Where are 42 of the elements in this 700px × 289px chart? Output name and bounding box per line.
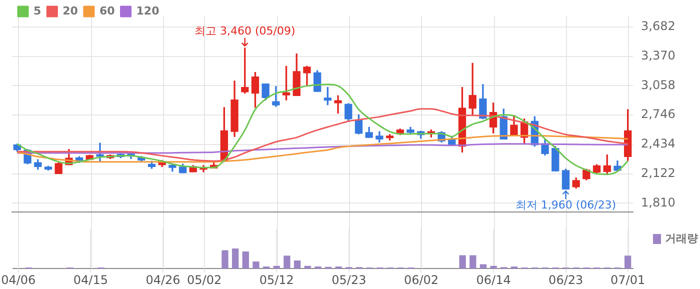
- legend-label: 거래량: [665, 232, 698, 245]
- legend-label: 60: [99, 4, 116, 18]
- bar: [242, 251, 249, 269]
- bar: [222, 250, 228, 269]
- bar: [304, 266, 311, 269]
- bar: [314, 266, 322, 269]
- legend-label: 5: [34, 4, 42, 18]
- x-tick-label: 05/02: [187, 272, 222, 287]
- y-tick-label: 1,810: [641, 195, 676, 210]
- bar: [459, 255, 466, 269]
- legend-label: 20: [62, 4, 78, 18]
- x-tick-label: 04/26: [146, 272, 180, 287]
- y-tick-label: 3,370: [641, 48, 676, 62]
- bar: [284, 256, 290, 269]
- y-tick-label: 3,682: [641, 19, 676, 34]
- bar: [624, 256, 632, 269]
- bar: [262, 266, 270, 269]
- x-tick-label: 06/14: [476, 272, 511, 287]
- bar: [490, 266, 497, 269]
- x-tick-label: 07/01: [610, 272, 646, 287]
- x-tick-label: 06/23: [548, 272, 584, 287]
- x-tick-label: 04/15: [73, 272, 108, 287]
- y-tick-label: 2,434: [641, 136, 676, 151]
- bar: [470, 255, 476, 269]
- bar: [510, 266, 518, 269]
- y-tick-label: 3,058: [641, 78, 676, 92]
- bar: [294, 260, 301, 269]
- bar: [335, 266, 342, 269]
- bar: [273, 266, 280, 269]
- candlestick: [334, 95, 342, 114]
- x-tick-label: 06/02: [404, 272, 439, 287]
- x-tick-label: 05/12: [259, 272, 294, 287]
- annotation: 최고 3,460 (05/09): [194, 24, 296, 38]
- x-tick-label: 05/23: [332, 272, 366, 287]
- legend-label: 120: [136, 4, 160, 18]
- bar: [480, 264, 487, 269]
- y-tick-label: 2,122: [641, 166, 676, 180]
- y-tick-label: 2,746: [641, 107, 676, 122]
- bar: [252, 262, 260, 269]
- annotation: 최저 1,960 (06/23): [515, 198, 616, 212]
- bar: [232, 248, 239, 269]
- x-tick-label: 04/06: [1, 272, 36, 287]
